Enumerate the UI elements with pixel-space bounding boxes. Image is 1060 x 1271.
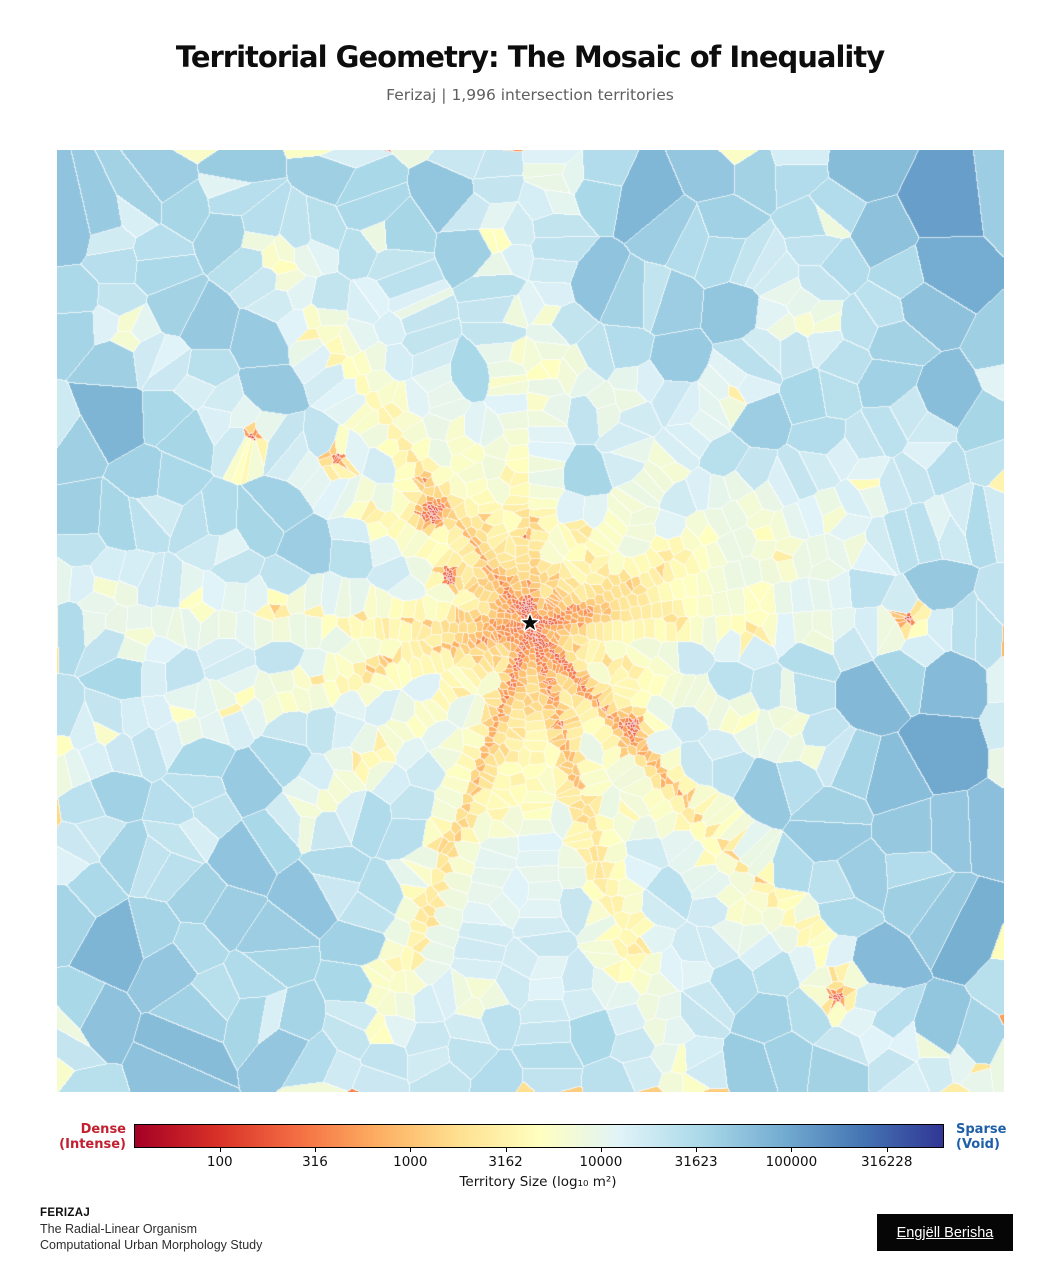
colorbar-tick-label: 31623 bbox=[674, 1154, 718, 1170]
colorbar-low-label-line1: Dense bbox=[80, 1122, 126, 1137]
colorbar-tick-mark bbox=[410, 1147, 412, 1152]
colorbar-ticks: 100 316 1000 3162 10000 31623 100000 316228 bbox=[134, 1147, 942, 1193]
colorbar-tick-label: 10000 bbox=[579, 1154, 623, 1170]
colorbar-tick-label: 316 bbox=[302, 1154, 328, 1170]
footer-credits: FERIZAJ The Radial-Linear Organism Compu… bbox=[40, 1205, 262, 1253]
colorbar-high-label: Sparse (Void) bbox=[956, 1122, 1060, 1152]
colorbar-tick-label: 100000 bbox=[765, 1154, 818, 1170]
colorbar-tick-mark bbox=[505, 1147, 507, 1152]
colorbar-tick-label: 316228 bbox=[860, 1154, 913, 1170]
colorbar-tick-label: 100 bbox=[206, 1154, 233, 1170]
colorbar-low-label: Dense (Intense) bbox=[18, 1122, 126, 1152]
colorbar-gradient bbox=[134, 1124, 944, 1148]
footer-study-line1: The Radial-Linear Organism bbox=[40, 1222, 198, 1236]
colorbar-high-label-line2: (Void) bbox=[956, 1137, 1000, 1152]
colorbar-tick-mark bbox=[791, 1147, 793, 1152]
colorbar-high-label-line1: Sparse bbox=[956, 1122, 1007, 1137]
colorbar-tick-label: 3162 bbox=[488, 1154, 523, 1170]
figure-subtitle: Ferizaj | 1,996 intersection territories bbox=[386, 86, 674, 104]
footer-city: FERIZAJ bbox=[40, 1207, 91, 1219]
colorbar-low-label-line2: (Intense) bbox=[59, 1137, 126, 1152]
colorbar-tick-mark bbox=[696, 1147, 698, 1152]
figure-title: Territorial Geometry: The Mosaic of Ineq… bbox=[175, 40, 885, 74]
colorbar-tick-mark bbox=[600, 1147, 602, 1152]
colorbar-axis-label: Territory Size (log₁₀ m²) bbox=[459, 1174, 617, 1190]
voronoi-mosaic bbox=[57, 150, 1004, 1092]
plot-area bbox=[57, 150, 1004, 1092]
credit-link[interactable]: Engjëll Berisha bbox=[896, 1224, 994, 1241]
colorbar-tick-mark bbox=[886, 1147, 888, 1152]
credit-badge: Engjëll Berisha bbox=[877, 1214, 1013, 1251]
colorbar-tick-label: 1000 bbox=[393, 1154, 428, 1170]
footer-study-line2: Computational Urban Morphology Study bbox=[40, 1238, 263, 1252]
colorbar-tick-mark bbox=[219, 1147, 221, 1152]
colorbar-tick-mark bbox=[314, 1147, 316, 1152]
